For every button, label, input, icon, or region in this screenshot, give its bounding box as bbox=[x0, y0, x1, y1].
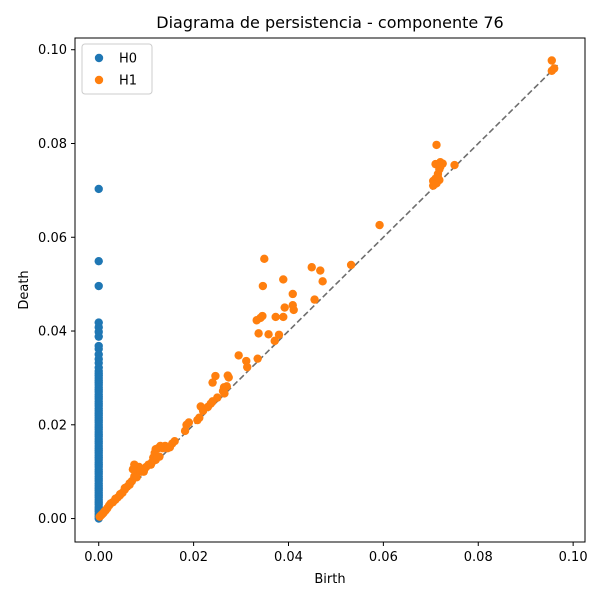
y-tick-label: 0.00 bbox=[38, 512, 67, 527]
y-axis-title: Death bbox=[17, 270, 32, 309]
point-h1 bbox=[432, 140, 441, 150]
point-h0 bbox=[94, 281, 103, 291]
point-h1 bbox=[288, 289, 297, 299]
point-h1 bbox=[310, 295, 319, 304]
point-h1 bbox=[193, 415, 202, 425]
y-tick-label: 0.04 bbox=[38, 325, 67, 340]
point-h1 bbox=[270, 336, 279, 346]
point-h1 bbox=[220, 389, 229, 398]
legend-label-h1: H1 bbox=[119, 74, 137, 89]
x-tick-label: 0.00 bbox=[84, 550, 113, 565]
point-h1 bbox=[274, 330, 284, 339]
x-axis-title: Birth bbox=[314, 572, 345, 587]
point-h1 bbox=[198, 406, 208, 415]
point-h0 bbox=[94, 256, 103, 266]
point-h1 bbox=[450, 160, 459, 170]
point-h1 bbox=[128, 465, 138, 474]
point-h1 bbox=[211, 371, 220, 381]
point-h1 bbox=[549, 64, 559, 73]
y-tick-label: 0.10 bbox=[38, 43, 67, 58]
point-h1 bbox=[279, 312, 288, 322]
point-h1 bbox=[115, 489, 125, 499]
point-h1 bbox=[433, 173, 443, 182]
point-h1 bbox=[252, 316, 261, 325]
y-tick-label: 0.02 bbox=[38, 418, 67, 433]
legend-box bbox=[81, 43, 153, 95]
point-h1 bbox=[279, 275, 288, 284]
plot-area bbox=[94, 56, 560, 523]
point-h1 bbox=[258, 281, 268, 291]
point-h1 bbox=[307, 263, 316, 272]
point-h1 bbox=[260, 254, 269, 264]
point-h1 bbox=[165, 443, 175, 452]
y-tick-label: 0.06 bbox=[38, 231, 67, 246]
x-tick-label: 0.04 bbox=[274, 550, 303, 565]
point-h1 bbox=[264, 330, 273, 339]
point-h1 bbox=[155, 452, 164, 461]
x-tick-label: 0.06 bbox=[369, 550, 398, 565]
axes-frame bbox=[74, 37, 586, 543]
point-h1 bbox=[318, 277, 327, 286]
chart-title: Diagrama de persistencia - componente 76 bbox=[156, 13, 503, 32]
legend-marker-h0 bbox=[94, 53, 104, 63]
point-h1 bbox=[436, 162, 445, 172]
point-h1 bbox=[234, 351, 243, 360]
x-tick-label: 0.02 bbox=[179, 550, 208, 565]
point-h1 bbox=[271, 312, 280, 322]
point-h0 bbox=[94, 332, 103, 341]
point-h1 bbox=[184, 418, 194, 427]
point-h1 bbox=[132, 473, 141, 482]
series-h0 bbox=[94, 184, 103, 523]
axis-ticks: 0.00 0.02 0.04 0.06 0.08 0.10 0.00 0.02 0.04 0.06… bbox=[38, 43, 588, 565]
legend-marker-h1 bbox=[94, 75, 104, 85]
point-h1 bbox=[375, 220, 384, 230]
point-h1 bbox=[125, 480, 134, 490]
x-tick-label: 0.08 bbox=[464, 550, 493, 565]
point-h1 bbox=[280, 303, 289, 312]
series-h1 bbox=[95, 56, 559, 521]
point-h1 bbox=[430, 180, 439, 189]
point-h1 bbox=[139, 467, 148, 476]
point-h1 bbox=[316, 266, 325, 275]
point-h1 bbox=[547, 56, 556, 65]
point-h1 bbox=[253, 354, 262, 363]
y-tick-label: 0.08 bbox=[38, 137, 67, 152]
point-h1 bbox=[208, 378, 217, 387]
point-h1 bbox=[254, 329, 263, 338]
x-tick-label: 0.10 bbox=[559, 550, 588, 565]
point-h1 bbox=[243, 362, 252, 372]
legend-label-h0: H0 bbox=[119, 52, 137, 67]
point-h1 bbox=[146, 460, 156, 469]
point-h1 bbox=[95, 512, 104, 521]
point-h1 bbox=[224, 373, 233, 382]
point-h1 bbox=[289, 305, 298, 315]
point-h1 bbox=[346, 260, 356, 270]
point-h0 bbox=[94, 184, 103, 194]
point-h1 bbox=[180, 426, 190, 436]
